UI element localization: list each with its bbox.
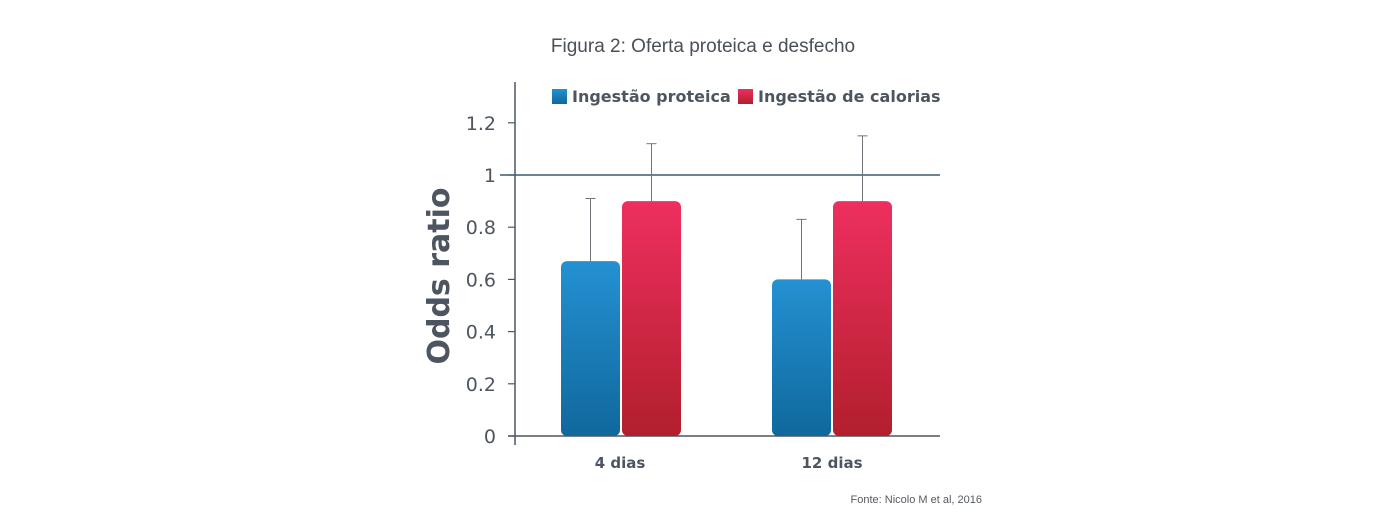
legend-swatch <box>552 89 567 104</box>
legend-label: Ingestão proteica <box>572 87 731 106</box>
x-axis-categories: 4 dias 12 dias <box>595 454 863 472</box>
bar-ingestao-calorias <box>833 201 892 436</box>
y-tick-label: 1 <box>484 165 496 187</box>
chart-title: Figura 2: Oferta proteica e desfecho <box>551 36 855 57</box>
x-tick-label: 12 dias <box>801 454 862 472</box>
x-tick-label: 4 dias <box>595 454 646 472</box>
y-tick-label: 0.8 <box>466 217 496 239</box>
legend-label: Ingestão de calorias <box>758 87 941 106</box>
bar-ingestao-calorias <box>622 201 681 436</box>
bars <box>561 135 892 436</box>
bar-ingestao-proteica <box>772 279 831 436</box>
legend: Ingestão proteica Ingestão de calorias <box>552 87 941 106</box>
y-tick-label: 0.6 <box>466 269 496 291</box>
bar-ingestao-proteica <box>561 261 620 436</box>
legend-swatch <box>738 89 753 104</box>
source-note: Fonte: Nicolo M et al, 2016 <box>851 494 982 506</box>
y-axis-ticks: 0 0.2 0.4 0.6 0.8 1 1.2 <box>466 113 515 448</box>
y-tick-label: 0 <box>484 426 496 448</box>
y-tick-label: 0.4 <box>466 322 496 344</box>
y-axis-label: Odds ratio <box>422 187 457 364</box>
y-tick-label: 0.2 <box>466 374 496 396</box>
y-tick-label: 1.2 <box>466 113 496 135</box>
